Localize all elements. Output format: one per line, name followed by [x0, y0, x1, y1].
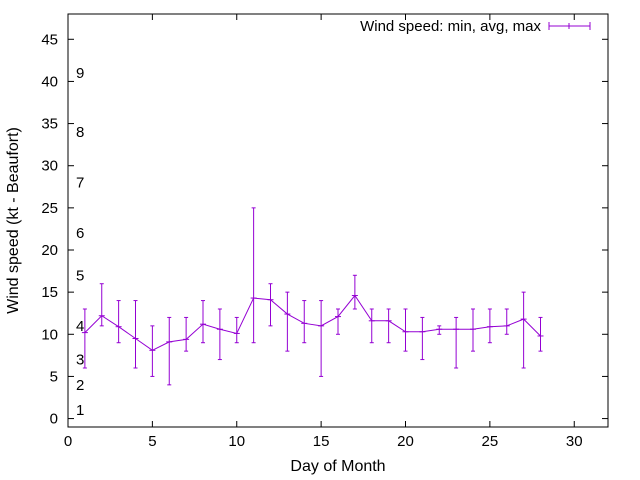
x-tick-label: 20	[397, 433, 414, 450]
x-tick-label: 0	[64, 433, 72, 450]
legend: Wind speed: min, avg, max	[360, 18, 591, 35]
y-tick-label: 30	[41, 158, 58, 175]
y-tick-label: 45	[41, 31, 58, 48]
x-tick-label: 5	[148, 433, 156, 450]
y-tick-label: 25	[41, 200, 58, 217]
x-tick-label: 30	[566, 433, 583, 450]
plot-frame	[67, 13, 609, 428]
beaufort-label: 7	[76, 175, 84, 192]
legend-label: Wind speed: min, avg, max	[360, 18, 541, 35]
y-tick-label: 10	[41, 326, 58, 343]
beaufort-label: 4	[76, 318, 84, 335]
series-layer	[81, 207, 544, 386]
y-tick-label: 0	[50, 411, 58, 428]
y-tick-label: 35	[41, 116, 58, 133]
beaufort-label: 2	[76, 377, 84, 394]
beaufort-scale-labels: 1 2 3 4 5 6 7 8 9	[76, 65, 84, 419]
avg-line	[84, 294, 541, 351]
beaufort-label: 3	[76, 352, 84, 369]
x-tick-label: 25	[482, 433, 499, 450]
beaufort-label: 6	[76, 225, 84, 242]
y-tick-label: 40	[41, 73, 58, 90]
beaufort-label: 5	[76, 267, 84, 284]
y-tick-label: 20	[41, 242, 58, 259]
x-tick-label: 10	[228, 433, 245, 450]
y-axis-label: Wind speed (kt - Beaufort)	[5, 127, 22, 314]
y-tick-label: 15	[41, 284, 58, 301]
legend-sample	[548, 22, 591, 30]
beaufort-label: 1	[76, 402, 84, 419]
y-tick-label: 5	[50, 368, 58, 385]
beaufort-label: 8	[76, 124, 84, 141]
beaufort-label: 9	[76, 65, 84, 82]
x-axis-label: Day of Month	[290, 458, 385, 475]
x-tick-label: 15	[313, 433, 330, 450]
